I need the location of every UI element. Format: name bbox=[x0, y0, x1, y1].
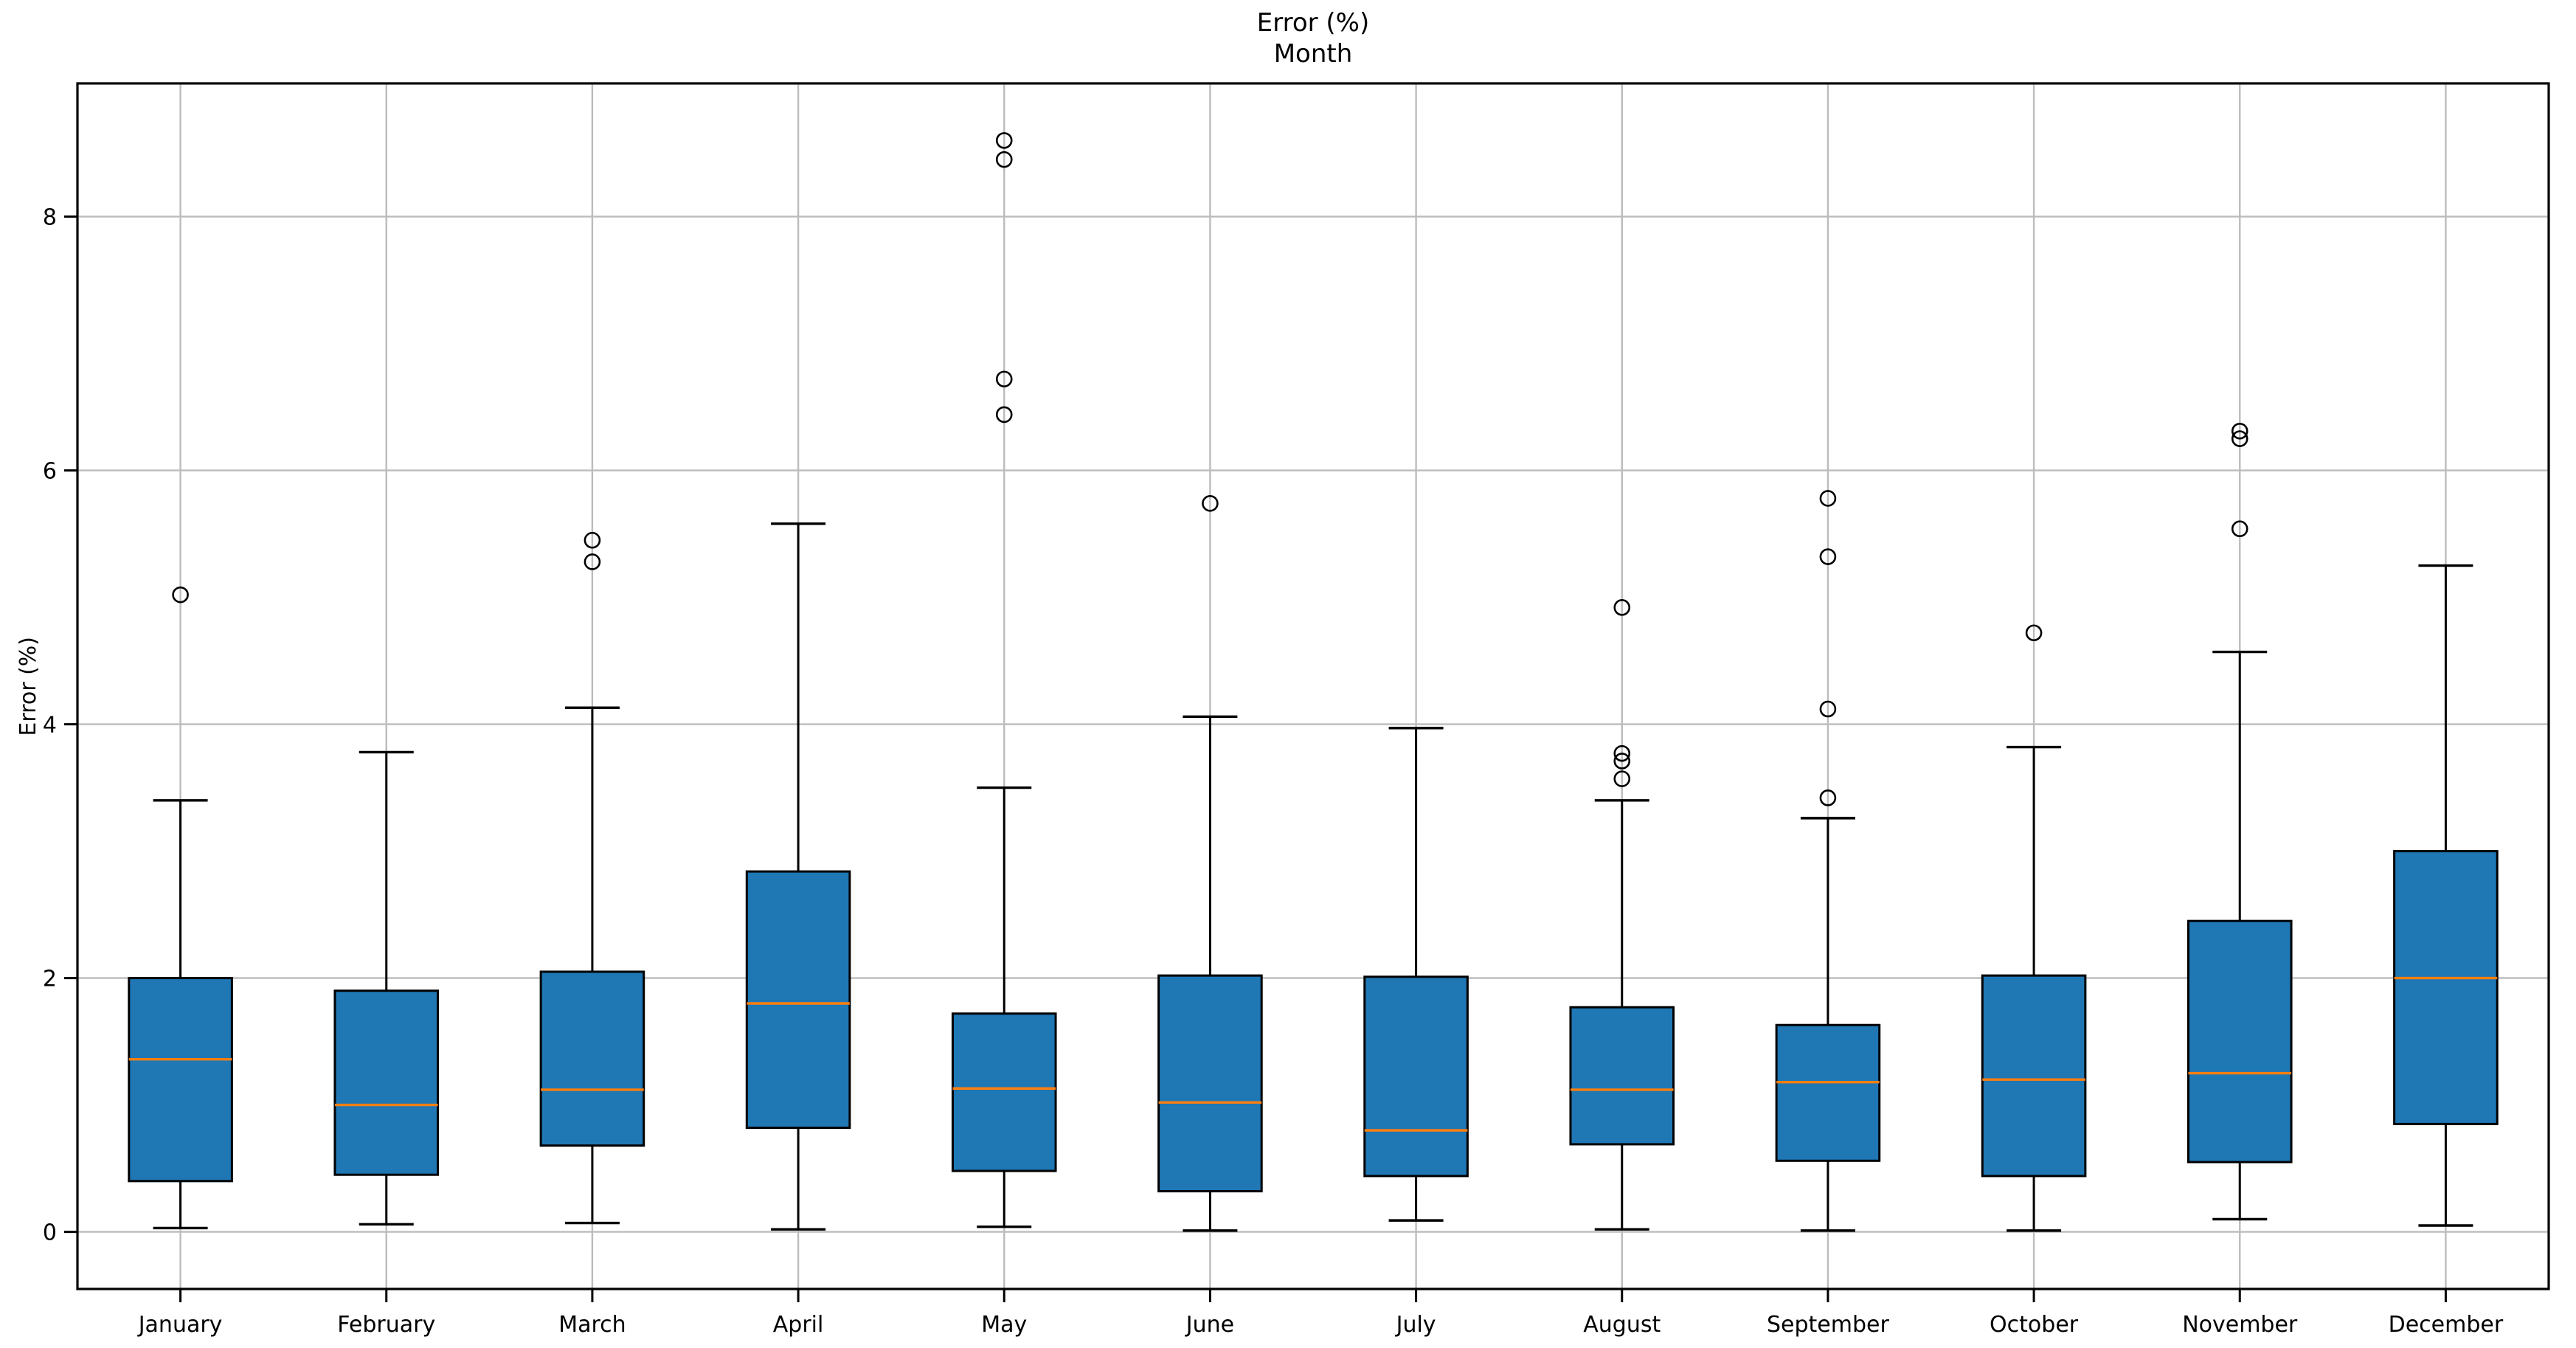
iqr-box bbox=[1363, 975, 1469, 1178]
y-tick-label: 0 bbox=[43, 1220, 57, 1246]
outlier-marker bbox=[995, 132, 1013, 149]
outlier-marker bbox=[2231, 422, 2248, 440]
x-tick-label: October bbox=[1990, 1312, 2079, 1338]
x-tick-label: January bbox=[137, 1312, 223, 1338]
x-tick-label: December bbox=[2389, 1312, 2504, 1338]
chart-title-line1: Error (%) bbox=[1256, 8, 1370, 38]
iqr-box bbox=[1981, 974, 2087, 1178]
iqr-box bbox=[745, 870, 851, 1130]
x-tick-label: July bbox=[1395, 1312, 1436, 1338]
outlier-marker bbox=[1819, 789, 1837, 806]
outlier-marker bbox=[2025, 624, 2043, 642]
x-tick-label: November bbox=[2182, 1312, 2298, 1338]
outlier-marker bbox=[2231, 430, 2248, 447]
outlier-marker bbox=[995, 370, 1013, 388]
y-tick-label: 6 bbox=[43, 459, 57, 485]
outlier-marker bbox=[172, 586, 189, 604]
x-tick-label: May bbox=[981, 1312, 1027, 1338]
outlier-marker bbox=[995, 406, 1013, 424]
x-tick-label: March bbox=[558, 1312, 626, 1338]
outlier-marker bbox=[1613, 770, 1631, 787]
plot-frame bbox=[76, 82, 2550, 1290]
iqr-box bbox=[1775, 1023, 1881, 1162]
chart-title-line2: Month bbox=[1273, 39, 1353, 69]
x-tick-label: September bbox=[1767, 1312, 1889, 1338]
outlier-marker bbox=[584, 553, 601, 570]
x-tick-label: February bbox=[337, 1312, 435, 1338]
x-tick-label: August bbox=[1583, 1312, 1661, 1338]
outlier-marker bbox=[1819, 490, 1837, 507]
outlier-marker bbox=[584, 531, 601, 549]
outlier-marker bbox=[2231, 520, 2248, 538]
iqr-box bbox=[333, 989, 440, 1176]
outlier-marker bbox=[1613, 753, 1631, 770]
iqr-box bbox=[1157, 974, 1263, 1193]
x-tick-label: April bbox=[773, 1312, 824, 1338]
chart-title: Error (%) Month bbox=[77, 7, 2549, 69]
y-tick-label: 4 bbox=[43, 713, 57, 739]
iqr-box bbox=[951, 1012, 1057, 1172]
iqr-box bbox=[2187, 919, 2293, 1164]
outlier-marker bbox=[1819, 700, 1837, 718]
x-tick-label: June bbox=[1185, 1312, 1234, 1338]
iqr-box bbox=[128, 977, 233, 1183]
iqr-box bbox=[1569, 1006, 1675, 1146]
y-tick-label: 2 bbox=[43, 967, 57, 992]
outlier-marker bbox=[1613, 599, 1631, 616]
iqr-box bbox=[2393, 850, 2499, 1125]
outlier-marker bbox=[1819, 548, 1837, 565]
outlier-marker bbox=[995, 151, 1013, 168]
outlier-marker bbox=[1202, 495, 1219, 512]
y-tick-label: 8 bbox=[43, 205, 57, 231]
outlier-marker bbox=[1613, 744, 1631, 762]
iqr-box bbox=[539, 970, 645, 1147]
